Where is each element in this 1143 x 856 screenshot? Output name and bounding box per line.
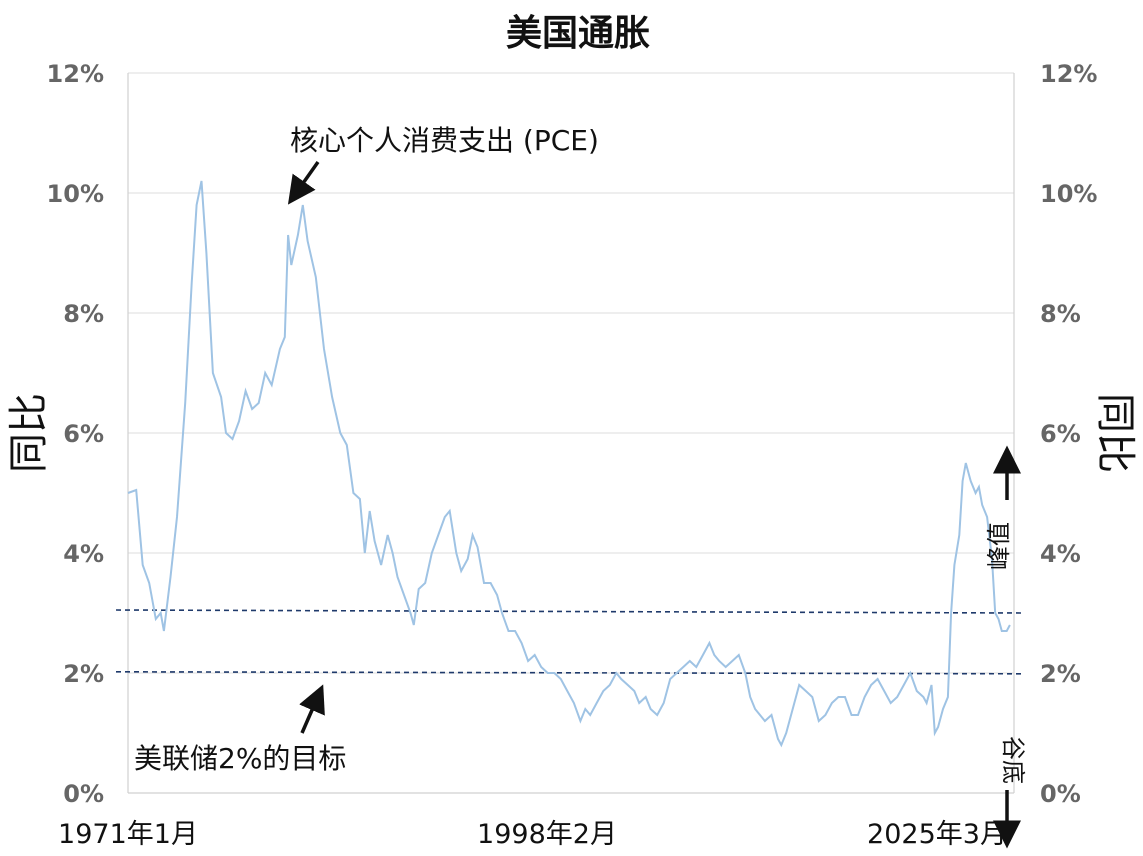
y-axis-label-right: 同比 [1092, 393, 1138, 473]
y-tick-label-left: 10% [47, 180, 104, 208]
y-tick-label-right: 4% [1040, 540, 1081, 568]
x-ticks: 1971年1月 1998年2月 2025年3月 [58, 819, 1007, 850]
pce-annotation: 核心个人消费支出 (PCE) [290, 124, 599, 157]
y-tick-label-right: 10% [1040, 180, 1097, 208]
pce-arrow [287, 160, 320, 205]
y-tick-label-left: 12% [47, 60, 104, 88]
fed-target-line [115, 670, 1023, 675]
y-tick-label-right: 0% [1040, 780, 1081, 808]
y-tick-label-right: 8% [1040, 300, 1081, 328]
y-ticks-left: 0% 2% 4% 6% 8% 10% 12% [47, 60, 104, 808]
x-tick-label: 1998年2月 [477, 819, 617, 850]
peak-annotation: 峰值 [985, 522, 1013, 570]
trough-annotation: 谷底 [999, 736, 1027, 784]
fed-target-annotation: 美联储2%的目标 [134, 742, 346, 775]
x-tick-label: 1971年1月 [58, 819, 198, 850]
pce-series-line [127, 180, 1011, 748]
y-axis-label-left: 同比 [6, 393, 52, 473]
gridlines [128, 72, 1014, 794]
y-tick-label-left: 6% [63, 420, 104, 448]
chart-title: 美国通胀 [506, 13, 650, 54]
reference-lines [115, 609, 1023, 675]
y-tick-label-left: 0% [63, 780, 104, 808]
y-tick-label-left: 4% [63, 540, 104, 568]
y-tick-label-left: 8% [63, 300, 104, 328]
y-tick-label-left: 2% [63, 660, 104, 688]
y-tick-label-right: 6% [1040, 420, 1081, 448]
peak-threshold-line [115, 609, 1023, 614]
y-tick-label-right: 12% [1040, 60, 1097, 88]
y-tick-label-right: 2% [1040, 660, 1081, 688]
y-ticks-right: 0% 2% 4% 6% 8% 10% 12% [1040, 60, 1097, 808]
x-tick-label: 2025年3月 [867, 819, 1007, 850]
fed-target-arrow [299, 684, 325, 734]
